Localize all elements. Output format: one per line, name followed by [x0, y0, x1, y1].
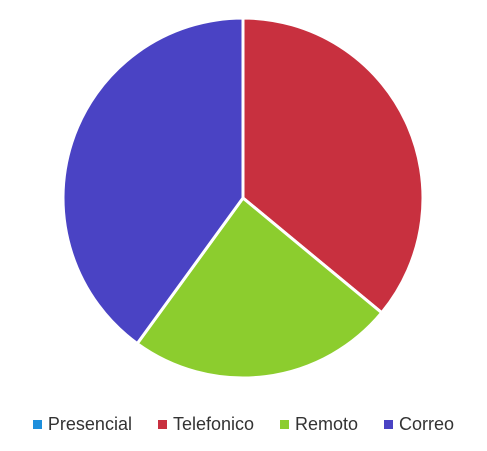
legend-label: Telefonico [172, 414, 255, 434]
pie-slice-remoto [135, 196, 384, 380]
pie-slice-telefonico [241, 16, 425, 315]
legend-item-telefonico: Telefonico [157, 414, 255, 435]
legend-swatch [384, 420, 394, 429]
pie-slice-correo [61, 16, 245, 346]
legend-label: Presencial [47, 414, 132, 434]
legend-item-correo: Correo [384, 414, 454, 435]
legend-item-presencial: Presencial [32, 414, 132, 435]
legend-swatch [32, 420, 42, 429]
legend-label: Correo [399, 414, 455, 434]
legend-swatch [157, 420, 167, 429]
legend-label: Remoto [295, 414, 359, 434]
legend-item-remoto: Remoto [280, 414, 358, 435]
legend: Presencial Telefonico Remoto Correo [0, 414, 487, 435]
legend-swatch [280, 420, 290, 429]
